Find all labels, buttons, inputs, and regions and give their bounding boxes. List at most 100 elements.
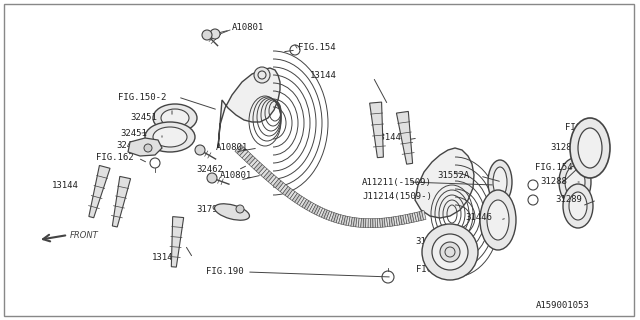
- Polygon shape: [302, 199, 309, 208]
- Polygon shape: [391, 217, 395, 226]
- Polygon shape: [256, 164, 265, 173]
- Polygon shape: [333, 213, 339, 223]
- Ellipse shape: [493, 167, 507, 197]
- Polygon shape: [378, 218, 380, 228]
- Polygon shape: [389, 217, 392, 226]
- Polygon shape: [387, 218, 390, 227]
- Polygon shape: [353, 218, 357, 227]
- Polygon shape: [244, 154, 253, 163]
- Polygon shape: [336, 214, 341, 223]
- Polygon shape: [368, 219, 371, 228]
- Text: J11214(1509-): J11214(1509-): [362, 191, 432, 201]
- Polygon shape: [351, 217, 355, 227]
- Polygon shape: [305, 201, 311, 210]
- Polygon shape: [349, 217, 353, 226]
- Polygon shape: [364, 219, 366, 228]
- Polygon shape: [297, 196, 305, 205]
- Polygon shape: [396, 111, 413, 164]
- Ellipse shape: [161, 109, 189, 127]
- Circle shape: [210, 29, 220, 39]
- Polygon shape: [89, 165, 110, 218]
- Polygon shape: [247, 156, 255, 165]
- Text: 13144: 13144: [375, 133, 402, 142]
- Polygon shape: [317, 207, 323, 216]
- Text: A10801: A10801: [216, 143, 248, 153]
- Polygon shape: [361, 218, 364, 228]
- Text: 32451: 32451: [130, 113, 157, 122]
- Polygon shape: [287, 190, 295, 199]
- Text: A10801: A10801: [220, 171, 252, 180]
- Polygon shape: [326, 211, 332, 220]
- Polygon shape: [410, 213, 414, 223]
- Polygon shape: [266, 173, 274, 182]
- Polygon shape: [275, 181, 284, 190]
- Polygon shape: [422, 211, 426, 220]
- Text: 31790: 31790: [196, 205, 223, 214]
- Polygon shape: [344, 216, 348, 225]
- Polygon shape: [128, 138, 162, 156]
- Polygon shape: [249, 158, 258, 167]
- Ellipse shape: [565, 166, 585, 198]
- Text: 31288: 31288: [540, 178, 567, 187]
- Polygon shape: [264, 171, 272, 180]
- Polygon shape: [239, 149, 248, 158]
- Text: A10801: A10801: [232, 23, 264, 33]
- Text: FIG.190: FIG.190: [206, 268, 244, 276]
- Polygon shape: [419, 211, 424, 220]
- Polygon shape: [384, 218, 388, 227]
- Polygon shape: [417, 212, 421, 221]
- Polygon shape: [356, 218, 359, 227]
- Text: FIG.162: FIG.162: [96, 154, 134, 163]
- Text: FRONT: FRONT: [70, 230, 99, 239]
- Ellipse shape: [569, 192, 587, 220]
- Circle shape: [236, 205, 244, 213]
- Circle shape: [144, 144, 152, 152]
- Text: A159001053: A159001053: [536, 301, 589, 310]
- Ellipse shape: [570, 118, 610, 178]
- Circle shape: [207, 173, 217, 183]
- Ellipse shape: [487, 200, 509, 240]
- Polygon shape: [341, 215, 346, 225]
- Text: FIG.154: FIG.154: [535, 164, 573, 172]
- Polygon shape: [271, 177, 279, 186]
- Ellipse shape: [153, 104, 197, 132]
- Ellipse shape: [578, 128, 602, 168]
- Polygon shape: [235, 145, 243, 154]
- Circle shape: [432, 234, 468, 270]
- Text: 13144: 13144: [52, 180, 79, 189]
- Polygon shape: [396, 216, 400, 225]
- Polygon shape: [339, 215, 343, 224]
- Polygon shape: [365, 219, 368, 228]
- Text: 31668: 31668: [415, 237, 442, 246]
- Polygon shape: [285, 188, 292, 197]
- Polygon shape: [218, 68, 280, 148]
- Polygon shape: [358, 218, 362, 227]
- Polygon shape: [405, 214, 410, 224]
- Polygon shape: [307, 202, 314, 211]
- Text: A11211(-1509): A11211(-1509): [362, 178, 432, 187]
- Ellipse shape: [145, 122, 195, 152]
- Circle shape: [254, 67, 270, 83]
- Polygon shape: [259, 167, 267, 175]
- Polygon shape: [346, 216, 350, 226]
- Polygon shape: [237, 147, 246, 156]
- Polygon shape: [415, 212, 419, 221]
- Polygon shape: [401, 215, 404, 225]
- Polygon shape: [283, 186, 291, 195]
- Polygon shape: [312, 204, 318, 214]
- Polygon shape: [268, 175, 276, 184]
- Polygon shape: [290, 192, 298, 201]
- Text: FIG.154: FIG.154: [565, 124, 603, 132]
- Polygon shape: [332, 213, 337, 222]
- Ellipse shape: [488, 160, 512, 204]
- Polygon shape: [273, 179, 281, 188]
- Ellipse shape: [563, 184, 593, 228]
- Text: 31446: 31446: [465, 213, 492, 222]
- Polygon shape: [321, 209, 327, 218]
- Polygon shape: [113, 176, 131, 227]
- Text: 32462: 32462: [196, 165, 223, 174]
- Polygon shape: [261, 169, 269, 178]
- Polygon shape: [371, 219, 373, 228]
- Polygon shape: [319, 208, 325, 217]
- Polygon shape: [324, 210, 330, 219]
